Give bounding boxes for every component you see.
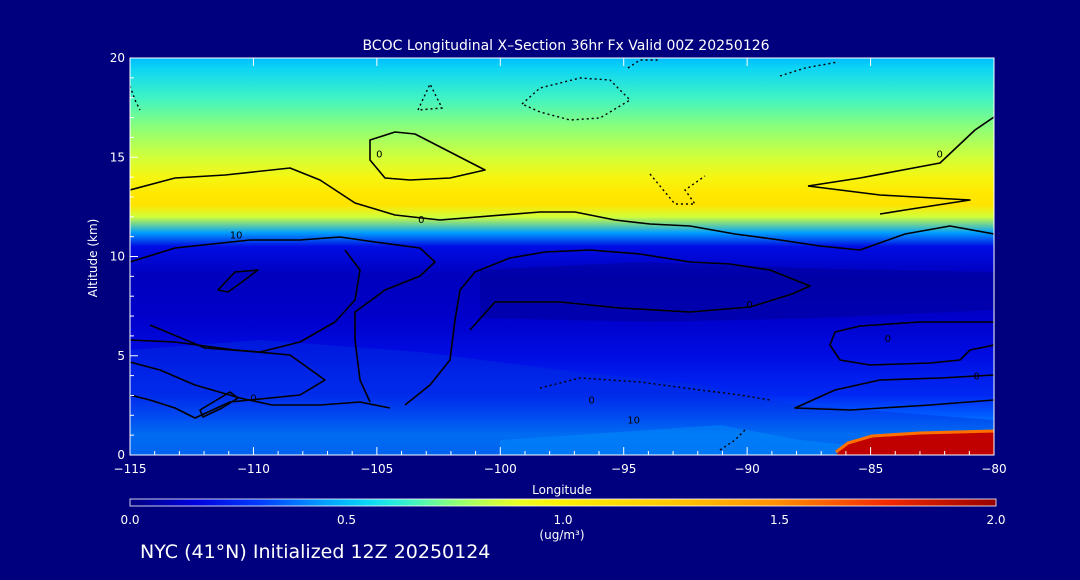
contour-line-0-small [199,391,239,418]
dotted-contour-7 [539,377,771,401]
x-tick-label: −115 [114,462,147,476]
x-axis-label: Longitude [532,483,592,497]
x-tick-label: −110 [237,462,270,476]
contour-lines-dotted [130,59,839,451]
x-tick-label: −95 [611,462,636,476]
field-shading-surface [500,425,860,455]
contour-label: 0 [588,395,594,406]
y-tick-label: 10 [110,250,125,264]
dotted-contour-4 [779,61,839,77]
contour-label: 0 [418,215,424,226]
contour-line-0-loop [369,131,486,181]
colorbar-ticks: 0.0 0.5 1.0 1.5 2.0 [120,513,1005,527]
contour-line-0-lowerleft [130,361,391,409]
y-tick-label: 5 [117,349,125,363]
contour-labels: 0 10 0 0 0 0 0 0 0 10 [230,149,980,426]
contour-line-10 [130,236,436,403]
colorbar-tick-label: 0.0 [120,513,139,527]
x-tick-label: −85 [858,462,883,476]
contour-label: 0 [250,393,256,404]
contour-line-0-right [807,116,994,187]
dotted-contour-8 [719,429,746,451]
contour-label: 0 [746,300,752,311]
contour-line-0-leftmid [149,249,361,353]
x-tick-label: −80 [981,462,1006,476]
high-concentration-edge [835,429,994,454]
field-shading-lower [130,340,994,455]
y-tick-label: 20 [110,51,125,65]
field-shading-mid [480,262,994,322]
colorbar-tick-label: 1.0 [553,513,572,527]
contour-label: 0 [937,149,943,160]
contour-label: 10 [230,231,243,242]
colorbar-tick-label: 1.5 [770,513,789,527]
contour-label: 0 [885,334,891,345]
contour-line-0-rightmid [829,321,994,366]
contour-label: 0 [376,149,382,160]
colorbar-units: (ug/m³) [539,528,584,542]
x-tick-label: −90 [734,462,759,476]
colorbar-tick-label: 2.0 [986,513,1005,527]
contour-lines [130,116,994,419]
x-axis: −115 −110 −105 −100 −95 −90 −85 −80 [114,58,1007,476]
contour-line-0-right2 [807,185,971,215]
contour-line-0-upper [130,167,994,251]
contour-line-0-lowerright [794,374,994,411]
contour-label: 0 [974,372,980,383]
plot-area: 0 10 0 0 0 0 0 0 0 10 [130,58,994,455]
contour-label: 10 [627,415,640,426]
y-tick-label: 15 [110,150,125,164]
y-axis: 0 5 10 15 20 [110,51,138,462]
high-concentration-region [836,432,994,455]
chart-title: BCOC Longitudinal X–Section 36hr Fx Vali… [362,38,769,54]
y-tick-label: 0 [117,448,125,462]
colorbar [129,498,997,507]
y-axis-label: Altitude (km) [86,219,100,298]
contour-line-0-box [217,269,259,293]
x-tick-label: −105 [360,462,393,476]
contour-line-0-mid [404,249,811,406]
field-background [130,58,994,455]
x-tick-label: −100 [484,462,517,476]
colorbar-tick-label: 0.5 [337,513,356,527]
dotted-contour-5 [649,173,706,205]
footer-caption: NYC (41°N) Initialized 12Z 20250124 [140,541,491,563]
